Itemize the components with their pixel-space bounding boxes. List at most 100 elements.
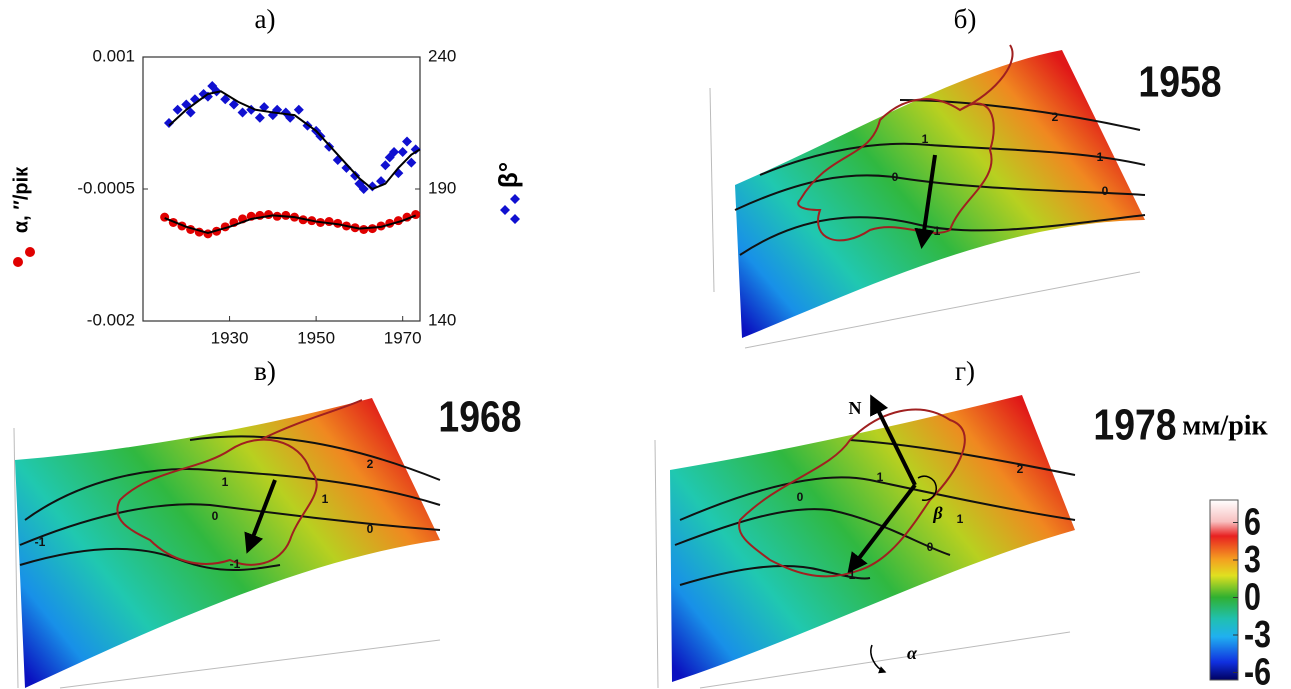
annotation: N xyxy=(849,398,862,418)
contour-line xyxy=(739,214,1146,256)
colorbar-tick-label: 3 xyxy=(1244,539,1261,581)
contour-label: 2 xyxy=(1052,110,1059,124)
rotation-mark xyxy=(870,644,887,674)
arrow xyxy=(847,483,917,574)
annotation: α xyxy=(907,643,918,663)
point xyxy=(380,160,391,171)
contour-label: 0 xyxy=(892,170,899,184)
point xyxy=(220,94,231,105)
contour-label: 1 xyxy=(1097,150,1104,164)
contour-label: -1 xyxy=(35,535,46,549)
point xyxy=(324,217,334,227)
contour-line xyxy=(849,439,1076,476)
point xyxy=(358,184,369,194)
x-tick-label: 1930 xyxy=(211,328,249,347)
contour-label: -1 xyxy=(845,568,856,582)
arrow xyxy=(870,394,917,486)
coastline xyxy=(738,408,966,578)
contour-label: 1 xyxy=(877,470,884,484)
unit-label: мм/рік xyxy=(1182,410,1268,441)
contour-label: 0 xyxy=(367,522,374,536)
contour-label: 1 xyxy=(222,475,229,489)
y-tick-label: -0.0005 xyxy=(77,178,135,197)
y2-axis-label: β° xyxy=(493,162,523,188)
axis-frame xyxy=(699,631,1071,689)
fit-line xyxy=(168,90,421,191)
point xyxy=(389,147,400,158)
surface-panels: 2 1 1 0 0 -1 б) 1958 2 1 1 0 0 -1 -1 в) 1968 2 1 1 0 0 -1 г) 197… xyxy=(13,4,1269,689)
contour-label: 0 xyxy=(212,509,219,523)
angle-mark xyxy=(917,475,938,501)
y-tick-label: -0.002 xyxy=(87,310,135,329)
colorbar-gradient xyxy=(1209,499,1239,681)
point xyxy=(367,224,377,234)
y-tick-label: 0.001 xyxy=(92,46,135,65)
fit-line xyxy=(164,214,417,235)
plot-frame xyxy=(142,56,421,322)
axis-frame xyxy=(744,271,1141,349)
axis-frame xyxy=(654,439,659,689)
panel-a: а) α, ″/рік β° 1930 1950 1970 -0.002 -0.0005… xyxy=(10,4,523,347)
contour-line xyxy=(24,468,441,521)
point xyxy=(254,112,265,123)
x-tick-label: 1970 xyxy=(384,328,422,347)
panel-title: а) xyxy=(255,4,276,34)
point xyxy=(185,107,196,118)
point xyxy=(350,170,361,181)
point xyxy=(397,147,408,158)
point xyxy=(228,99,239,110)
year-label: 1958 xyxy=(1138,57,1221,107)
surface xyxy=(15,398,440,688)
colorbar-tick-label: -6 xyxy=(1244,651,1271,689)
panel-title: в) xyxy=(254,356,276,386)
point xyxy=(259,102,270,113)
contour-line xyxy=(679,476,1076,521)
contour-line xyxy=(759,142,1146,176)
panel-title: б) xyxy=(954,4,977,34)
contour-line xyxy=(734,174,1146,211)
y2-tick-label: 140 xyxy=(428,310,456,329)
point xyxy=(172,104,183,115)
point xyxy=(410,144,421,155)
point xyxy=(264,210,274,220)
arrow xyxy=(914,154,937,249)
coastline xyxy=(797,44,1014,242)
axis-frame xyxy=(709,87,715,293)
surface-panel: 2 1 1 0 0 -1 -1 в) 1968 xyxy=(13,356,522,689)
panel-title: г) xyxy=(955,356,975,386)
y-axis-label: α, ″/рік xyxy=(10,166,32,233)
contour-label: 2 xyxy=(367,457,374,471)
colorbar-tick-label: 6 xyxy=(1244,501,1261,543)
x-tick-label: 1950 xyxy=(297,328,335,347)
coastline xyxy=(116,399,363,566)
point xyxy=(163,118,174,128)
contour-label: -1 xyxy=(930,224,941,238)
point xyxy=(237,107,248,118)
contour-label: 2 xyxy=(1017,462,1024,476)
contour-line xyxy=(674,508,951,556)
contour-label: 0 xyxy=(927,540,934,554)
colorbar: 630-3-6 xyxy=(1209,499,1271,689)
contour-label: 1 xyxy=(922,132,929,146)
contour-label: 0 xyxy=(1102,184,1109,198)
arrow xyxy=(244,479,277,554)
legend-marker xyxy=(13,257,23,267)
year-label: 1978 xyxy=(1093,400,1176,450)
point xyxy=(406,157,417,168)
contour-line xyxy=(899,99,1141,131)
year-label: 1968 xyxy=(438,392,521,442)
contour-line xyxy=(19,503,441,546)
surface xyxy=(735,50,1145,338)
point xyxy=(402,136,413,147)
contour-label: 0 xyxy=(797,490,804,504)
legend-marker xyxy=(25,247,35,257)
y2-tick-label: 190 xyxy=(428,178,456,197)
surface-panel: 2 1 1 0 0 -1 г) 1978 мм/рік Nβ α xyxy=(654,356,1269,689)
axis-frame xyxy=(59,639,441,689)
contour-line xyxy=(189,435,441,481)
axis-frame xyxy=(13,427,19,689)
point xyxy=(341,162,352,173)
colorbar-tick-label: 0 xyxy=(1244,576,1261,618)
legend-marker xyxy=(500,194,520,224)
